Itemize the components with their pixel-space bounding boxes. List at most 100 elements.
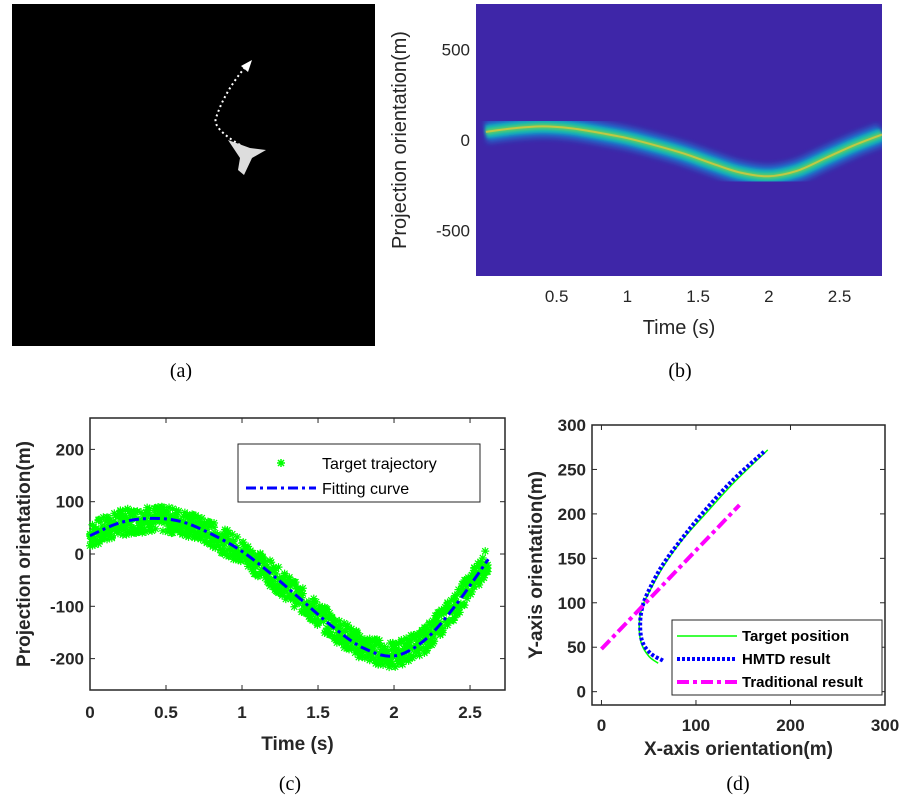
y-axis-label: Projection orientation(m) bbox=[389, 31, 411, 249]
target-trajectory-marker bbox=[214, 541, 223, 550]
target-trajectory-marker bbox=[286, 582, 295, 591]
target-trajectory-marker bbox=[148, 526, 157, 535]
target-trajectory-marker bbox=[137, 508, 146, 517]
y-tick-label: 200 bbox=[558, 505, 586, 524]
target-trajectory-marker bbox=[224, 528, 233, 537]
target-trajectory-marker bbox=[200, 529, 209, 538]
target-trajectory-marker bbox=[160, 511, 169, 520]
target-trajectory-marker bbox=[223, 532, 232, 541]
target-trajectory-marker bbox=[168, 528, 177, 537]
target-trajectory-marker bbox=[298, 589, 307, 598]
target-trajectory-marker bbox=[332, 622, 341, 631]
target-trajectory-marker bbox=[481, 547, 490, 556]
target-trajectory-marker bbox=[236, 557, 245, 566]
target-trajectory-marker bbox=[460, 601, 469, 610]
target-trajectory-marker bbox=[317, 616, 326, 625]
target-trajectory-marker bbox=[227, 546, 236, 555]
target-trajectory-marker bbox=[450, 594, 459, 603]
target-trajectory-marker bbox=[166, 511, 175, 520]
target-trajectory-marker bbox=[475, 580, 484, 589]
target-trajectory-marker bbox=[310, 604, 319, 613]
target-trajectory-marker bbox=[411, 647, 420, 656]
target-trajectory-marker bbox=[88, 541, 97, 550]
fitting-curve-line bbox=[89, 516, 490, 658]
target-trajectory-marker bbox=[244, 542, 253, 551]
target-trajectory-marker bbox=[291, 578, 300, 587]
trajectory-dotted-line bbox=[214, 63, 249, 146]
target-trajectory-marker bbox=[196, 535, 205, 544]
target-trajectory-marker bbox=[144, 511, 153, 520]
target-image bbox=[12, 4, 375, 346]
target-trajectory-marker bbox=[229, 537, 238, 546]
target-trajectory-marker bbox=[424, 628, 433, 637]
target-trajectory-marker bbox=[376, 641, 385, 650]
y-tick-label: 200 bbox=[56, 440, 84, 459]
target-trajectory-marker bbox=[381, 648, 390, 657]
x-tick-label: 2.5 bbox=[828, 287, 852, 306]
x-tick-label: 2.5 bbox=[458, 703, 482, 722]
target-trajectory-marker bbox=[315, 601, 324, 610]
target-trajectory-marker bbox=[166, 524, 175, 533]
target-trajectory-marker bbox=[368, 652, 377, 661]
target-trajectory-marker bbox=[121, 511, 130, 520]
target-trajectory-marker bbox=[245, 555, 254, 564]
target-trajectory-marker bbox=[90, 540, 99, 549]
target-trajectory-marker bbox=[353, 628, 362, 637]
target-trajectory-marker bbox=[115, 525, 124, 534]
target-trajectory-marker bbox=[388, 652, 397, 661]
target-trajectory-marker bbox=[383, 647, 392, 656]
caption: (b) bbox=[668, 360, 691, 382]
target-trajectory-marker bbox=[219, 547, 228, 556]
target-trajectory-marker bbox=[410, 633, 419, 642]
target-trajectory-marker bbox=[335, 616, 344, 625]
target-trajectory-marker bbox=[365, 634, 374, 643]
target-trajectory-marker bbox=[364, 644, 373, 653]
target-trajectory-marker bbox=[386, 659, 395, 668]
target-trajectory-marker bbox=[483, 567, 492, 576]
legend-box bbox=[237, 443, 481, 503]
target-trajectory-marker bbox=[450, 613, 459, 622]
target-trajectory-marker bbox=[425, 620, 434, 629]
y-axis-label: Y-axis orientation(m) bbox=[526, 471, 547, 659]
x-tick-label: 2 bbox=[764, 287, 773, 306]
target-trajectory-marker bbox=[267, 558, 276, 567]
target-trajectory-marker bbox=[127, 529, 136, 538]
target-trajectory-marker bbox=[219, 538, 228, 547]
legend-label: HMTD result bbox=[742, 651, 830, 668]
legend-star-marker bbox=[277, 459, 285, 467]
target-trajectory-marker bbox=[104, 513, 113, 522]
target-trajectory-marker bbox=[438, 624, 447, 633]
x-tick-label: 1.5 bbox=[306, 703, 330, 722]
target-trajectory-marker bbox=[400, 645, 409, 654]
target-trajectory-marker bbox=[186, 518, 195, 527]
target-trajectory-marker bbox=[123, 504, 132, 513]
aircraft-icon bbox=[228, 140, 266, 175]
target-trajectory-marker bbox=[273, 580, 282, 589]
target-trajectory-marker bbox=[319, 617, 328, 626]
target-trajectory-marker bbox=[107, 534, 116, 543]
target-trajectory-marker bbox=[439, 609, 448, 618]
target-trajectory-marker bbox=[415, 645, 424, 654]
target-trajectory-marker bbox=[110, 509, 119, 518]
y-tick-label: 50 bbox=[567, 638, 586, 657]
target-trajectory-marker bbox=[275, 574, 284, 583]
target-trajectory-marker bbox=[216, 545, 225, 554]
target-trajectory-marker bbox=[336, 621, 345, 630]
target-trajectory-marker bbox=[375, 636, 384, 645]
target-trajectory-marker bbox=[106, 530, 115, 539]
legend-label: Traditional result bbox=[742, 674, 863, 691]
target-trajectory-marker bbox=[122, 530, 131, 539]
x-tick-label: 0.5 bbox=[545, 287, 569, 306]
target-trajectory-marker bbox=[274, 563, 283, 572]
x-tick-label: 200 bbox=[776, 716, 804, 735]
target-trajectory-marker bbox=[351, 644, 360, 653]
target-trajectory-marker bbox=[230, 553, 239, 562]
target-trajectory-marker bbox=[270, 566, 279, 575]
x-tick-label: 0 bbox=[597, 716, 606, 735]
x-axis-label: X-axis orientation(m) bbox=[644, 739, 833, 760]
heatmap bbox=[476, 4, 882, 276]
target-trajectory-marker bbox=[369, 655, 378, 664]
y-tick-label: 250 bbox=[558, 460, 586, 479]
target-trajectory-marker bbox=[261, 573, 270, 582]
target-trajectory-marker bbox=[312, 615, 321, 624]
